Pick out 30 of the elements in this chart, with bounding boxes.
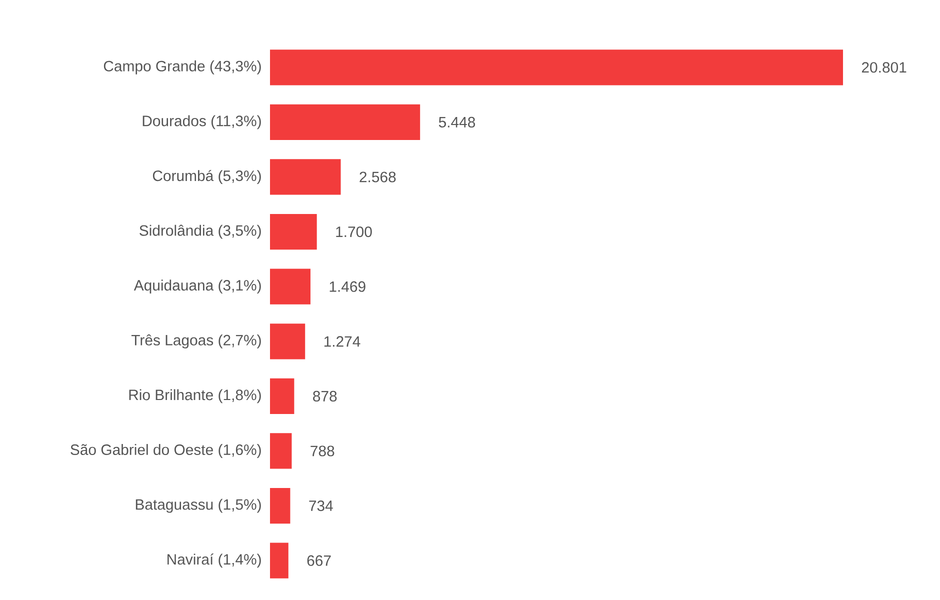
data-label: 20.801 (862, 62, 906, 73)
bar (270, 214, 317, 250)
data-label: 1.700 (336, 226, 372, 238)
y-tick-label: Bataguassu (1,5%) (136, 498, 261, 513)
data-label: 5.448 (438, 116, 476, 128)
y-tick-label: Rio Brilhante (1,8%) (129, 389, 261, 404)
y-tick-label: Sidrolândia (3,5%) (140, 224, 261, 239)
bar (270, 488, 290, 524)
bar (270, 433, 292, 469)
data-label: 878 (313, 390, 337, 402)
bar (270, 542, 288, 578)
bar (270, 159, 341, 195)
y-tick-label: Naviraí (1,4%) (168, 554, 261, 568)
data-label: 667 (307, 555, 331, 566)
bar (270, 324, 306, 360)
bar (270, 378, 294, 414)
y-tick-label: Aquidauana (3,1%) (134, 280, 261, 294)
bar (270, 268, 310, 304)
data-label: 2.568 (360, 172, 396, 182)
y-tick-label: Três Lagoas (2,7%) (131, 334, 261, 348)
y-tick-label: São Gabriel do Oeste (1,6%) (70, 444, 261, 458)
data-label: 1.274 (324, 336, 360, 347)
bar (270, 104, 420, 140)
bar (270, 50, 844, 86)
data-label: 788 (310, 446, 334, 456)
data-label: 734 (309, 500, 333, 512)
y-tick-label: Corumbá (5,3%) (152, 170, 261, 184)
y-tick-label: Dourados (11,3%) (142, 115, 261, 130)
data-label: 1.469 (330, 281, 366, 292)
y-tick-label: Campo Grande (43,3%) (104, 60, 261, 74)
